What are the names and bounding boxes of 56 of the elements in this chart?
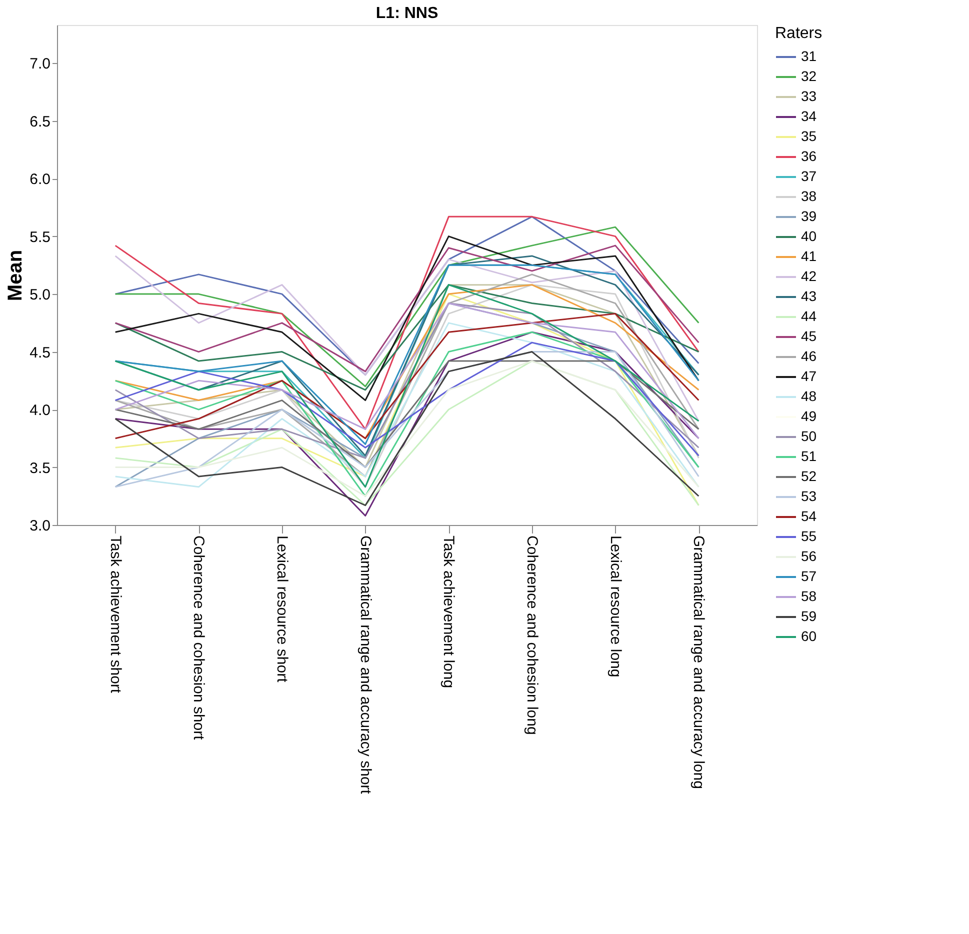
line-series (114, 216, 700, 430)
legend-label: 46 (801, 348, 817, 364)
legend-label: 38 (801, 188, 817, 204)
y-tick-label: 7.0 (30, 56, 50, 73)
legend-label: 49 (801, 408, 817, 424)
legend-label: 33 (801, 88, 817, 104)
legend-label: 44 (801, 308, 817, 324)
legend-label: 57 (801, 568, 817, 584)
legend-label: 36 (801, 148, 817, 164)
legend-label: 55 (801, 528, 817, 544)
legend-label: 32 (801, 68, 817, 84)
legend-title: Raters (775, 25, 822, 42)
legend-label: 54 (801, 508, 817, 524)
x-tick-label: Task achievement short (106, 536, 124, 694)
legend-label: 52 (801, 468, 817, 484)
legend-label: 45 (801, 328, 817, 344)
line-series (114, 244, 700, 372)
legend-label: 39 (801, 208, 817, 224)
y-tick-label: 3.5 (30, 460, 50, 477)
legend-label: 51 (801, 448, 817, 464)
legend-label: 56 (801, 548, 817, 564)
x-tick-label: Grammatical range and accuracy short (356, 536, 374, 795)
y-tick-label: 4.0 (30, 402, 50, 420)
legend-label: 53 (801, 488, 817, 504)
legend-label: 37 (801, 168, 817, 184)
legend-label: 31 (801, 48, 817, 64)
x-tick-label: Lexical resource short (274, 536, 290, 684)
line-series (114, 360, 700, 468)
x-tick-label: Lexical resource long (606, 536, 624, 678)
legend-label: 35 (801, 128, 817, 144)
legend-label: 58 (801, 588, 817, 604)
legend-label: 50 (801, 428, 817, 444)
line-series (114, 342, 700, 456)
line-series (114, 255, 700, 422)
y-axis-title: Mean (4, 250, 27, 302)
line-series (114, 284, 700, 391)
y-tick-label: 3.0 (30, 518, 50, 534)
legend-label: 43 (801, 288, 817, 304)
legend-label: 41 (801, 248, 817, 264)
x-tick-label: Coherence and cohesion short (190, 536, 208, 741)
y-tick-label: 6.5 (30, 113, 50, 130)
chart-title: L1: NNS (376, 5, 438, 22)
x-tick-label: Task achievement long (440, 536, 458, 688)
x-tick-label: Grammatical range and accuracy long (690, 536, 708, 789)
legend-label: 60 (801, 628, 817, 644)
legend-label: 34 (801, 108, 817, 124)
y-tick-label: 4.5 (30, 344, 50, 362)
legend-label: 40 (801, 228, 817, 244)
y-tick-label: 5.5 (30, 228, 50, 246)
y-tick-label: 5.0 (30, 286, 50, 304)
legend-label: 47 (801, 368, 817, 384)
y-tick-label: 6.0 (30, 171, 50, 188)
legend-label: 59 (801, 608, 817, 624)
legend-label: 48 (801, 388, 817, 404)
legend-label: 42 (801, 268, 817, 284)
x-tick-label: Coherence and cohesion long (524, 536, 540, 735)
